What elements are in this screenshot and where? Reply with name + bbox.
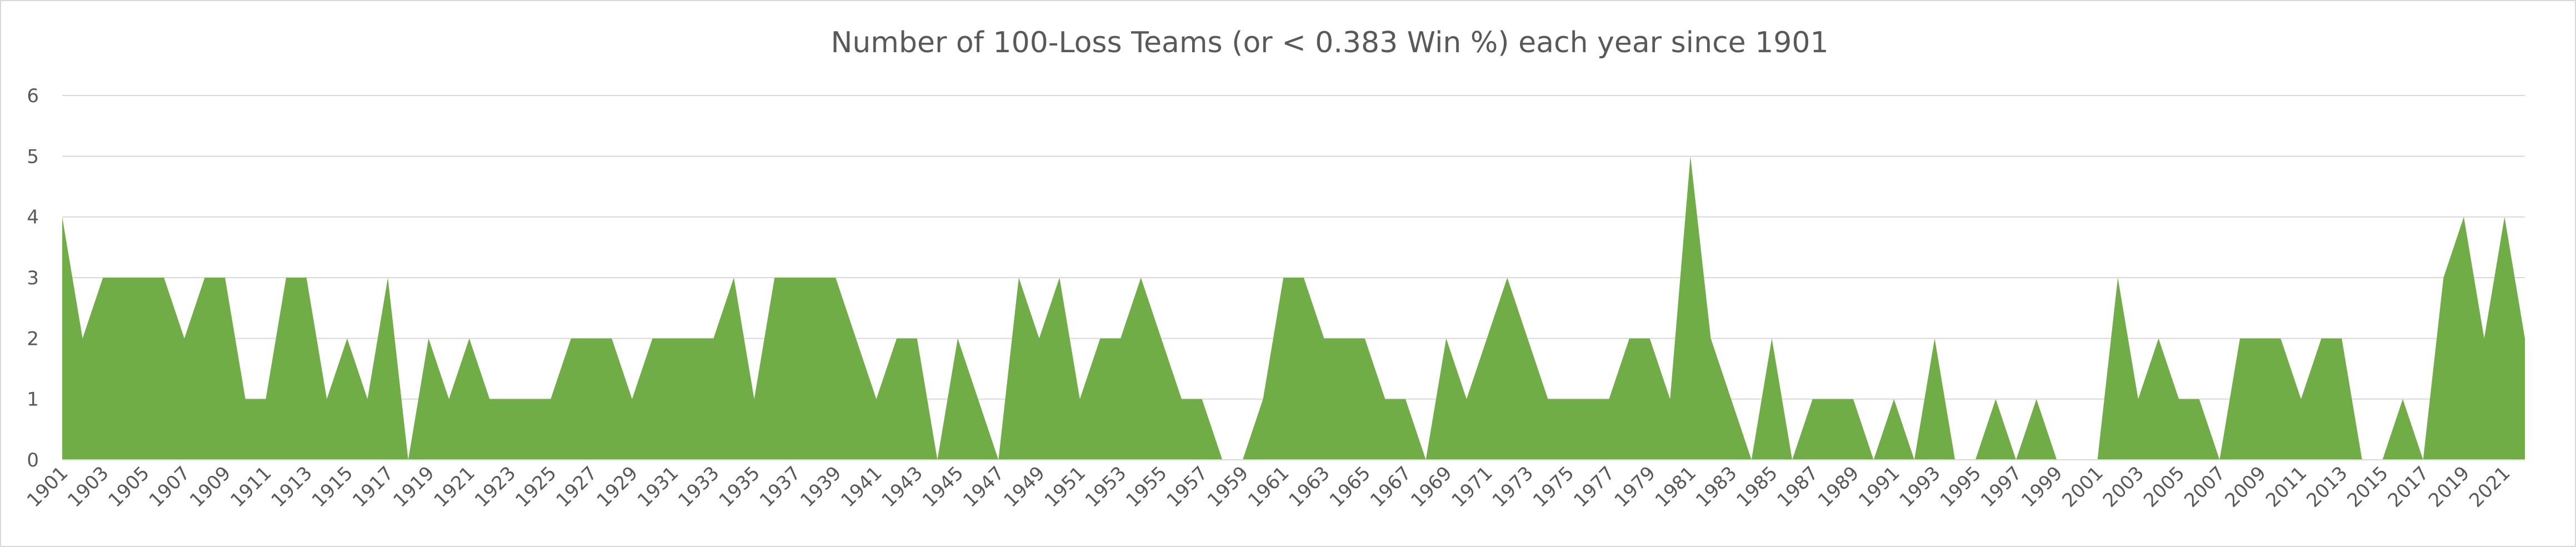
area-fill	[62, 156, 2525, 460]
y-tick-label-6: 6	[27, 85, 39, 107]
x-tick-label-1917: 1917	[348, 462, 398, 511]
x-tick-label-1939: 1939	[796, 462, 846, 511]
x-tick-label-2005: 2005	[2139, 462, 2189, 511]
x-tick-label-2019: 2019	[2424, 462, 2474, 511]
x-tick-label-1961: 1961	[1244, 462, 1293, 511]
x-tick-label-1991: 1991	[1854, 462, 1904, 511]
x-tick-label-1943: 1943	[878, 462, 927, 511]
x-tick-label-1925: 1925	[511, 462, 561, 511]
x-tick-label-2013: 2013	[2302, 462, 2352, 511]
x-tick-label-1929: 1929	[593, 462, 642, 511]
x-tick-label-1987: 1987	[1773, 462, 1823, 511]
x-tick-label-1949: 1949	[999, 462, 1049, 511]
x-tick-label-1963: 1963	[1284, 462, 1334, 511]
x-tick-label-1927: 1927	[552, 462, 601, 511]
y-tick-label-4: 4	[27, 207, 39, 229]
x-tick-label-1945: 1945	[918, 462, 968, 511]
y-axis-ticks: 0 1 2 3 4 5 6	[27, 85, 39, 471]
x-tick-label-1913: 1913	[267, 462, 317, 511]
x-tick-label-1957: 1957	[1163, 462, 1212, 511]
x-tick-label-1935: 1935	[715, 462, 764, 511]
x-tick-label-1999: 1999	[2017, 462, 2067, 511]
x-tick-label-1937: 1937	[756, 462, 805, 511]
x-tick-label-1983: 1983	[1692, 462, 1741, 511]
x-tick-label-1931: 1931	[633, 462, 683, 511]
area-series	[62, 156, 2525, 460]
x-tick-label-1905: 1905	[104, 462, 153, 511]
x-tick-label-1989: 1989	[1814, 462, 1863, 511]
x-tick-label-1919: 1919	[389, 462, 438, 511]
x-tick-label-2001: 2001	[2058, 462, 2108, 511]
x-tick-label-1969: 1969	[1407, 462, 1456, 511]
x-tick-label-2003: 2003	[2099, 462, 2148, 511]
x-tick-label-1941: 1941	[837, 462, 886, 511]
x-tick-label-1911: 1911	[226, 462, 276, 511]
y-tick-label-2: 2	[27, 328, 39, 350]
x-tick-label-1933: 1933	[674, 462, 723, 511]
x-tick-label-1959: 1959	[1203, 462, 1253, 511]
x-tick-label-1951: 1951	[1041, 462, 1090, 511]
x-tick-label-1997: 1997	[1977, 462, 2026, 511]
y-tick-label-0: 0	[27, 449, 39, 471]
x-tick-label-2017: 2017	[2384, 462, 2433, 511]
x-tick-label-2011: 2011	[2262, 462, 2311, 511]
x-tick-label-2015: 2015	[2343, 462, 2392, 511]
x-tick-label-1965: 1965	[1325, 462, 1375, 511]
x-tick-label-2021: 2021	[2465, 462, 2514, 511]
y-tick-label-5: 5	[27, 145, 39, 168]
x-tick-label-1907: 1907	[145, 462, 194, 511]
y-tick-label-1: 1	[27, 389, 39, 411]
x-tick-label-1915: 1915	[308, 462, 357, 511]
x-tick-label-1981: 1981	[1651, 462, 1700, 511]
x-tick-label-1995: 1995	[1936, 462, 1985, 511]
x-tick-label-1985: 1985	[1732, 462, 1782, 511]
x-tick-label-1973: 1973	[1488, 462, 1538, 511]
x-tick-label-1979: 1979	[1610, 462, 1660, 511]
x-tick-label-1971: 1971	[1447, 462, 1497, 511]
x-axis-ticks: 1901190319051907190919111913191519171919…	[23, 462, 2515, 511]
x-tick-label-2009: 2009	[2221, 462, 2270, 511]
x-tick-label-1967: 1967	[1366, 462, 1415, 511]
x-tick-label-1953: 1953	[1081, 462, 1131, 511]
x-tick-label-1921: 1921	[430, 462, 479, 511]
x-tick-label-1977: 1977	[1569, 462, 1619, 511]
chart-title: Number of 100-Loss Teams (or < 0.383 Win…	[831, 26, 1828, 59]
x-tick-label-1923: 1923	[471, 462, 520, 511]
x-tick-label-2007: 2007	[2180, 462, 2229, 511]
y-tick-label-3: 3	[27, 267, 39, 289]
x-tick-label-1975: 1975	[1529, 462, 1578, 511]
x-tick-label-1903: 1903	[63, 462, 113, 511]
x-tick-label-1993: 1993	[1895, 462, 1944, 511]
x-tick-label-1955: 1955	[1122, 462, 1171, 511]
x-tick-label-1909: 1909	[186, 462, 235, 511]
x-tick-label-1947: 1947	[959, 462, 1008, 511]
